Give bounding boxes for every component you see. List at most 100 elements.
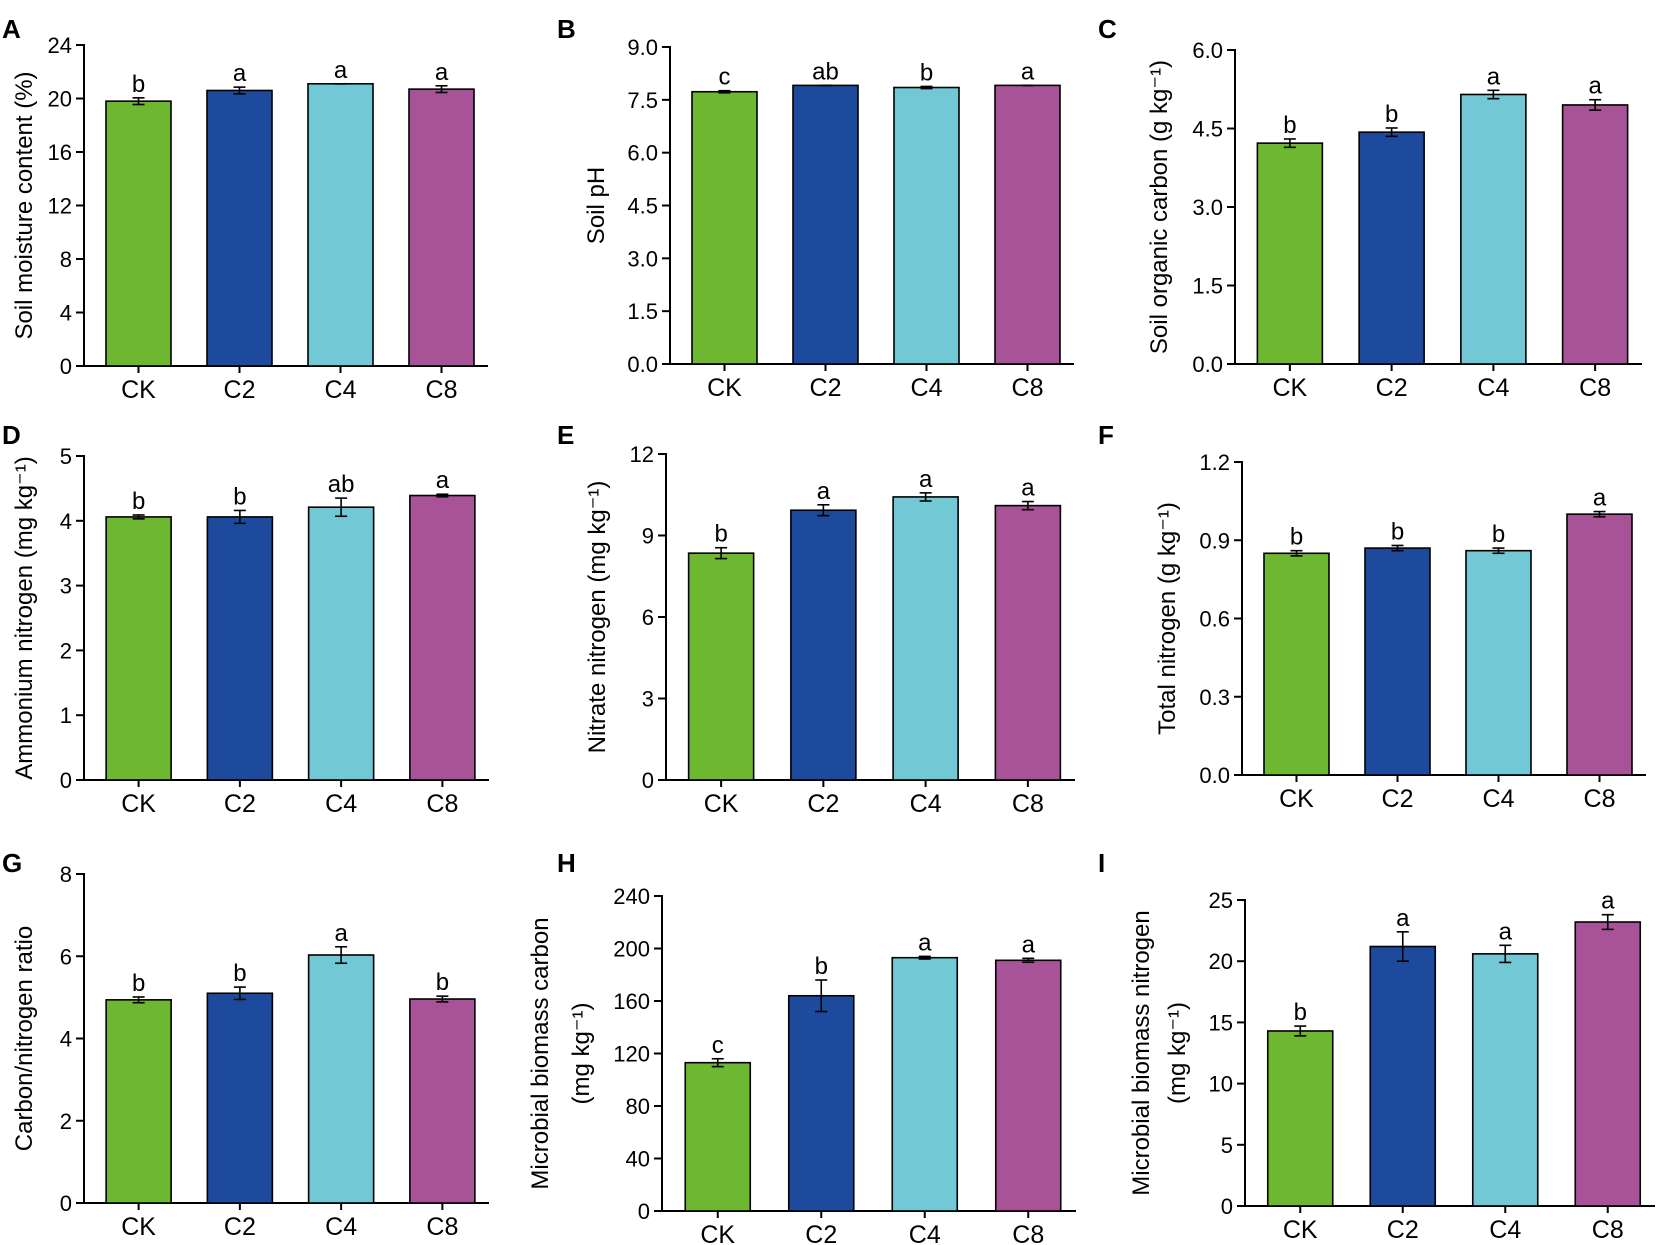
panel-letter: D bbox=[2, 420, 21, 450]
x-tick-label: C4 bbox=[325, 1213, 357, 1241]
panel-letter: G bbox=[2, 848, 22, 878]
y-tick-label: 12 bbox=[630, 442, 654, 467]
significance-label: b bbox=[1492, 521, 1505, 548]
significance-label: a bbox=[1499, 918, 1513, 945]
bar-ck bbox=[687, 552, 755, 781]
y-tick-label: 40 bbox=[626, 1147, 650, 1172]
y-tick-label: 16 bbox=[48, 140, 72, 165]
significance-label: c bbox=[712, 1032, 724, 1059]
bar-ck bbox=[105, 100, 172, 367]
y-tick-label: 0.9 bbox=[1199, 528, 1230, 553]
y-axis-label: Nitrate nitrogen (mg kg⁻¹) bbox=[584, 481, 611, 754]
y-tick-label: 3 bbox=[642, 687, 654, 712]
y-tick-label: 0 bbox=[642, 768, 654, 793]
x-tick-label: C2 bbox=[224, 790, 256, 818]
y-axis-label: Soil moisture content (%) bbox=[11, 71, 38, 339]
bar-c2 bbox=[787, 994, 855, 1212]
x-tick-label: C2 bbox=[224, 1213, 256, 1241]
panel-d: D 0 1 2 3 4 5 Ammonium nitrogen (mg kg⁻¹) b CK b C2… bbox=[2, 420, 489, 818]
y-tick-label: 6.0 bbox=[1192, 38, 1223, 63]
x-tick-label: C4 bbox=[1489, 1216, 1521, 1244]
significance-label: a bbox=[918, 929, 932, 956]
y-axis-label: Microbial biomass carbon bbox=[527, 917, 554, 1189]
y-tick-label: 0 bbox=[638, 1199, 650, 1224]
significance-label: a bbox=[1021, 58, 1035, 85]
y-tick-label: 0.6 bbox=[1199, 607, 1230, 632]
y-tick-label: 1.5 bbox=[627, 299, 658, 324]
bar-c2 bbox=[206, 89, 273, 367]
y-tick-label: 6 bbox=[60, 944, 72, 969]
bar-c2 bbox=[1369, 945, 1437, 1207]
bar-c2 bbox=[790, 509, 857, 781]
x-tick-label: CK bbox=[700, 1221, 735, 1245]
y-axis-unit: (mg kg⁻¹) bbox=[1164, 1002, 1191, 1104]
significance-label: a bbox=[1588, 73, 1602, 100]
y-tick-label: 0 bbox=[1221, 1194, 1233, 1219]
y-tick-label: 240 bbox=[613, 884, 650, 909]
x-tick-label: CK bbox=[121, 790, 156, 818]
significance-label: a bbox=[1022, 931, 1036, 958]
significance-label: b bbox=[1283, 112, 1296, 139]
bar-ck bbox=[691, 90, 758, 365]
bar-c4 bbox=[1465, 549, 1532, 776]
panel-g: G 0 2 4 6 8 Carbon/nitrogen ratio b CK b C2 a C4 b C8 bbox=[2, 848, 489, 1241]
x-tick-label: C4 bbox=[1477, 374, 1509, 402]
panel-h: H 0 40 80 120 160 200 240 Microbial biomass carb… bbox=[527, 848, 1076, 1245]
significance-label: a bbox=[334, 57, 348, 84]
bar-c2 bbox=[206, 992, 274, 1204]
bar-ck bbox=[1256, 142, 1324, 365]
significance-label: a bbox=[1593, 485, 1607, 512]
bar-c8 bbox=[994, 504, 1062, 781]
bar-c2 bbox=[1364, 547, 1431, 776]
significance-label: a bbox=[919, 466, 933, 493]
x-tick-label: C8 bbox=[1579, 374, 1611, 402]
bar-c4 bbox=[1460, 93, 1527, 365]
bar-ck bbox=[105, 999, 172, 1204]
y-axis-label: Soil pH bbox=[583, 167, 610, 244]
y-tick-label: 20 bbox=[1209, 949, 1233, 974]
y-tick-label: 10 bbox=[1209, 1072, 1233, 1097]
x-tick-label: CK bbox=[1279, 785, 1314, 813]
y-tick-label: 200 bbox=[613, 937, 650, 962]
y-tick-label: 0.0 bbox=[1199, 763, 1230, 788]
bar-c4 bbox=[1471, 953, 1539, 1207]
bar-c8 bbox=[409, 998, 476, 1204]
bar-ck bbox=[1263, 552, 1330, 776]
bar-c8 bbox=[409, 494, 476, 781]
bar-c8 bbox=[1561, 104, 1629, 365]
x-tick-label: CK bbox=[704, 790, 739, 818]
significance-label: b bbox=[920, 59, 933, 86]
y-tick-label: 25 bbox=[1209, 888, 1233, 913]
panel-letter: I bbox=[1098, 848, 1105, 878]
y-tick-label: 0.0 bbox=[1192, 352, 1223, 377]
y-tick-label: 0 bbox=[60, 1191, 72, 1216]
y-tick-label: 12 bbox=[48, 194, 72, 219]
panel-c: C 0.0 1.5 3.0 4.5 6.0 Soil organic carbon (g k… bbox=[1098, 14, 1642, 402]
y-tick-label: 160 bbox=[613, 989, 650, 1014]
y-tick-label: 24 bbox=[48, 33, 72, 58]
x-tick-label: C8 bbox=[426, 1213, 458, 1241]
significance-label: a bbox=[1021, 475, 1035, 502]
y-tick-label: 7.5 bbox=[627, 88, 658, 113]
y-tick-label: 3 bbox=[60, 574, 72, 599]
panel-letter: F bbox=[1098, 420, 1114, 450]
y-tick-label: 2 bbox=[60, 1109, 72, 1134]
bar-c8 bbox=[408, 88, 475, 367]
y-tick-label: 1.5 bbox=[1192, 274, 1223, 299]
significance-label: b bbox=[1290, 524, 1303, 551]
x-tick-label: C2 bbox=[1376, 374, 1408, 402]
bar-c2 bbox=[206, 516, 274, 781]
bar-ck bbox=[1266, 1030, 1334, 1207]
panel-letter: B bbox=[557, 14, 576, 44]
significance-label: b bbox=[1391, 518, 1404, 545]
y-tick-label: 3.0 bbox=[627, 246, 658, 271]
x-tick-label: C2 bbox=[810, 374, 842, 402]
significance-label: b bbox=[132, 71, 145, 98]
bar-c2 bbox=[792, 84, 859, 365]
x-tick-label: C8 bbox=[1584, 785, 1616, 813]
y-tick-label: 9 bbox=[642, 524, 654, 549]
y-axis-label: Total nitrogen (g kg⁻¹) bbox=[1154, 502, 1181, 735]
bar-ck bbox=[105, 516, 172, 781]
significance-label: a bbox=[1396, 905, 1410, 932]
